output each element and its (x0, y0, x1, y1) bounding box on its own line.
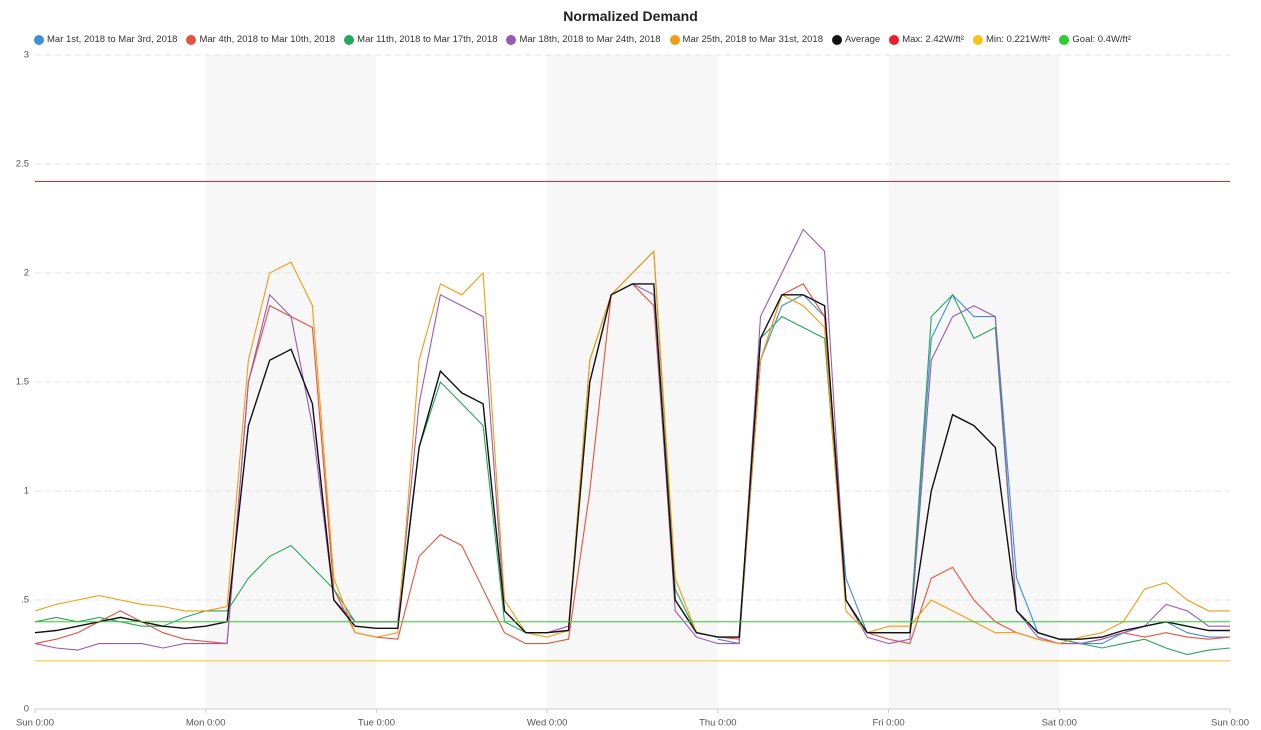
legend-label: Mar 18th, 2018 to Mar 24th, 2018 (519, 34, 661, 45)
y-tick-label: 0 (24, 704, 29, 715)
legend-swatch (831, 34, 842, 45)
legend: Mar 1st, 2018 to Mar 3rd, 2018 Mar 4th, 2… (34, 34, 1140, 45)
y-tick-label: 1 (24, 486, 29, 497)
y-tick-label: 1.5 (16, 377, 29, 388)
legend-item[interactable]: Goal: 0.4W/ft² (1059, 34, 1131, 45)
x-tick-label: Sat 0:00 (1042, 718, 1077, 729)
legend-swatch (889, 34, 900, 45)
x-tick-label: Sun 0:00 (1211, 718, 1249, 729)
x-tick-label: Sun 0:00 (16, 718, 54, 729)
legend-label: Mar 1st, 2018 to Mar 3rd, 2018 (47, 34, 178, 45)
legend-item[interactable]: Mar 11th, 2018 to Mar 17th, 2018 (344, 34, 497, 45)
legend-label: Goal: 0.4W/ft² (1072, 34, 1131, 45)
chart-title: Normalized Demand (563, 8, 698, 24)
legend-item[interactable]: Average (831, 34, 881, 45)
legend-label: Mar 11th, 2018 to Mar 17th, 2018 (357, 34, 498, 45)
y-tick-label: 2 (24, 268, 29, 279)
series-line (34, 249, 1230, 645)
x-tick-label: Thu 0:00 (699, 718, 737, 729)
legend-swatch (344, 34, 355, 45)
y-tick-label: 3 (24, 50, 29, 61)
day-band (888, 55, 1060, 709)
x-tick-label: Wed 0:00 (527, 718, 568, 729)
legend-swatch (34, 34, 44, 45)
legend-item[interactable]: Mar 25th, 2018 to Mar 31st, 2018 (669, 34, 823, 45)
legend-swatch (669, 34, 680, 45)
legend-swatch (186, 34, 197, 45)
legend-item[interactable]: Mar 4th, 2018 to Mar 10th, 2018 (186, 34, 335, 45)
legend-swatch (972, 34, 983, 45)
legend-item[interactable]: Mar 18th, 2018 to Mar 24th, 2018 (506, 34, 661, 45)
x-tick-label: Fri 0:00 (872, 718, 904, 729)
legend-item[interactable]: Mar 1st, 2018 to Mar 3rd, 2018 (34, 34, 177, 45)
y-tick-label: .5 (21, 595, 29, 606)
legend-swatch (506, 34, 517, 45)
legend-label: Average (844, 34, 881, 45)
series-line (34, 283, 1230, 640)
legend-item[interactable]: Min: 0.221W/ft² (972, 34, 1051, 45)
legend-label: Max: 2.42W/ft² (902, 34, 964, 45)
y-tick-label: 2.5 (16, 159, 29, 170)
legend-label: Min: 0.221W/ft² (985, 34, 1051, 45)
x-tick-label: Tue 0:00 (358, 718, 395, 729)
legend-item[interactable]: Max: 2.42W/ft² (889, 34, 964, 45)
legend-swatch (1059, 34, 1070, 45)
legend-label: Mar 4th, 2018 to Mar 10th, 2018 (199, 34, 336, 45)
legend-label: Mar 25th, 2018 to Mar 31st, 2018 (682, 34, 823, 45)
x-tick-label: Mon 0:00 (186, 718, 226, 729)
